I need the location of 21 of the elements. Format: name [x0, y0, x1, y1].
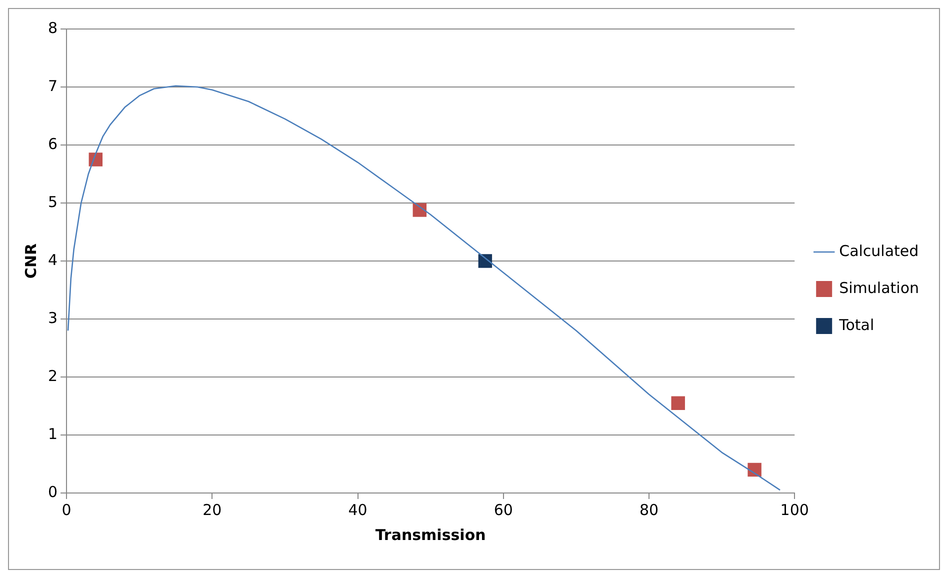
x-axis-title: Transmission — [375, 526, 486, 544]
point — [671, 396, 685, 410]
x-tick-label: 80 — [639, 500, 659, 519]
legend-label: Total — [838, 316, 874, 334]
y-tick-label: 5 — [48, 192, 58, 211]
y-tick-label: 7 — [48, 76, 58, 95]
x-tick-label: 20 — [202, 500, 222, 519]
y-tick-label: 2 — [48, 366, 58, 385]
y-tick-label: 0 — [48, 482, 58, 501]
x-tick-label: 40 — [348, 500, 368, 519]
x-tick-label: 60 — [494, 500, 513, 519]
legend-label: Simulation — [839, 278, 920, 297]
y-tick-label: 6 — [48, 134, 58, 153]
y-axis-title: CNR — [22, 243, 40, 279]
y-tick-label: 4 — [48, 250, 58, 269]
y-tick-label: 1 — [48, 424, 58, 443]
y-tick-label: 3 — [48, 308, 58, 327]
y-tick-label: 8 — [48, 18, 58, 37]
x-tick-label: 0 — [62, 500, 72, 519]
legend-label: Calculated — [839, 242, 919, 260]
x-tick-label: 100 — [780, 500, 809, 519]
